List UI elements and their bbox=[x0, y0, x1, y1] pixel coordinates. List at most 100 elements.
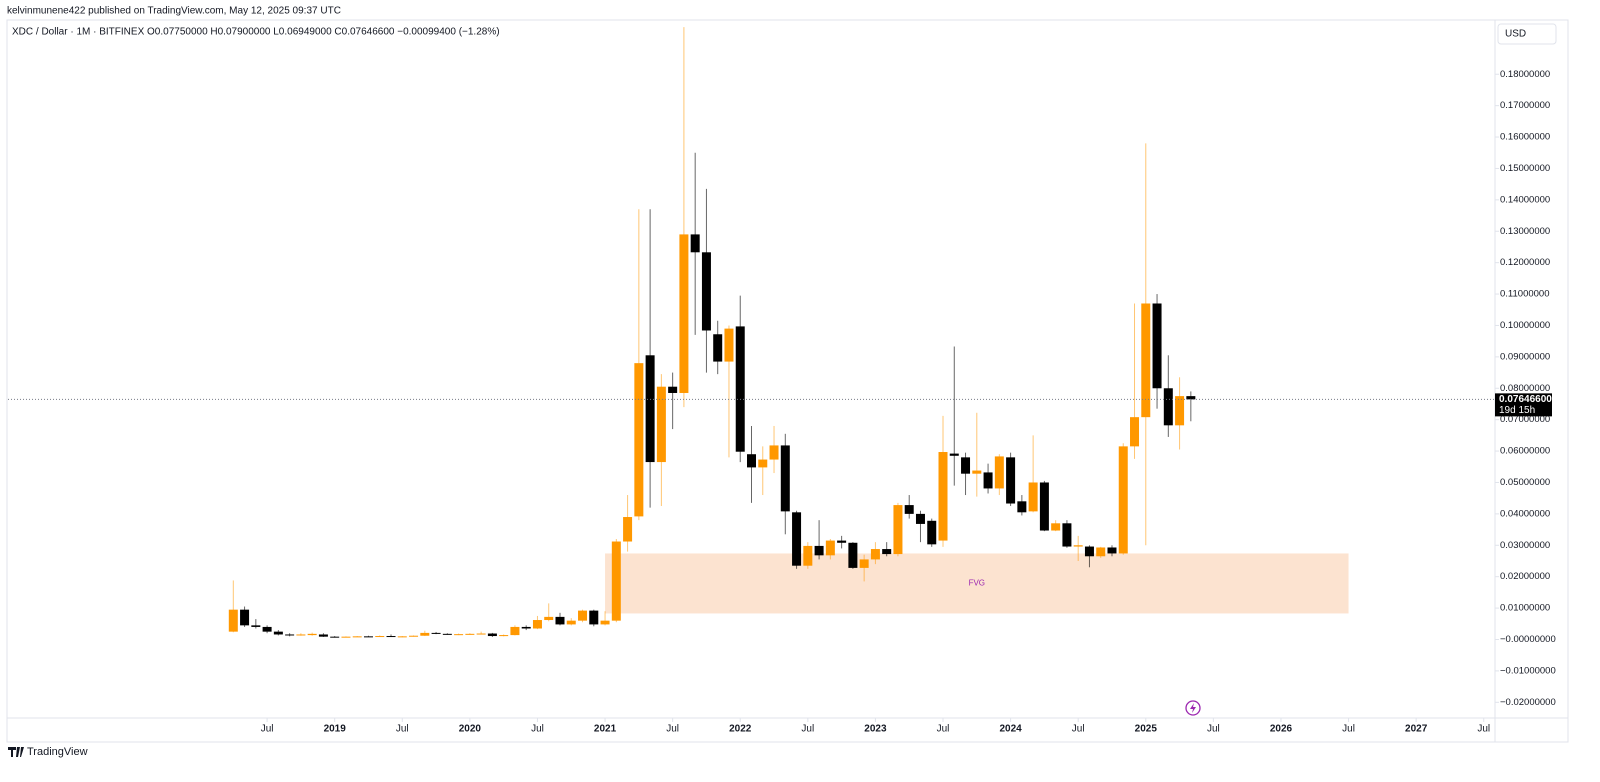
candle-body bbox=[487, 633, 497, 637]
y-tick-label: 0.05000000 bbox=[1500, 477, 1550, 488]
candle-body bbox=[397, 636, 407, 638]
candle-body bbox=[803, 545, 813, 566]
candle-body bbox=[600, 620, 610, 625]
candle-body bbox=[251, 625, 261, 627]
candle-body bbox=[1006, 457, 1016, 504]
y-tick-label: 0.15000000 bbox=[1500, 163, 1550, 174]
x-tick-label: Jul bbox=[531, 724, 544, 735]
candle-body bbox=[724, 328, 734, 362]
y-tick-label: 0.03000000 bbox=[1500, 540, 1550, 551]
candle-body bbox=[814, 545, 824, 556]
candle-body bbox=[262, 626, 272, 632]
candle-body bbox=[285, 634, 295, 636]
y-tick-label: 0.14000000 bbox=[1500, 194, 1550, 205]
candle-body bbox=[994, 456, 1004, 489]
tv-brand: TradingView bbox=[27, 746, 88, 758]
candle-body bbox=[634, 363, 644, 517]
candle-body bbox=[1107, 547, 1117, 554]
candle-body bbox=[1175, 396, 1185, 426]
y-tick-label: 0.12000000 bbox=[1500, 257, 1550, 268]
candle-body bbox=[532, 620, 542, 629]
x-tick-label: 2023 bbox=[864, 724, 887, 735]
y-tick-label: 0.13000000 bbox=[1500, 226, 1550, 237]
candle-body bbox=[656, 386, 666, 463]
candle-body bbox=[1062, 523, 1072, 547]
candle-body bbox=[307, 633, 317, 636]
currency-button[interactable] bbox=[1497, 23, 1557, 45]
candle-body bbox=[409, 635, 419, 637]
published-note: kelvinmunene422 published on TradingView… bbox=[7, 6, 341, 17]
y-tick-label: 0.08000000 bbox=[1500, 383, 1550, 394]
candle-body bbox=[780, 445, 790, 512]
y-tick-label: 0.02000000 bbox=[1500, 571, 1550, 582]
candle-body bbox=[566, 620, 576, 625]
candle-body bbox=[825, 540, 835, 556]
candle-body bbox=[690, 234, 700, 253]
candle-body bbox=[454, 634, 464, 636]
candle-body bbox=[893, 505, 903, 555]
candle-body bbox=[420, 632, 430, 636]
x-tick-label: Jul bbox=[1477, 724, 1490, 735]
x-tick-label: 2027 bbox=[1405, 724, 1428, 735]
last-price-box bbox=[1495, 393, 1552, 417]
y-tick-label: 0.18000000 bbox=[1500, 69, 1550, 80]
candle-body bbox=[1017, 501, 1027, 513]
candle-body bbox=[363, 636, 373, 638]
x-tick-label: Jul bbox=[1072, 724, 1085, 735]
candle-body bbox=[1118, 446, 1128, 554]
candle-body bbox=[915, 513, 925, 524]
y-tick-label: −0.01000000 bbox=[1500, 665, 1556, 676]
chart-frame bbox=[6, 19, 1569, 743]
x-tick-label: 2021 bbox=[594, 724, 617, 735]
tv-logo bbox=[8, 747, 24, 757]
candle-body bbox=[668, 386, 678, 393]
candle-body bbox=[341, 636, 351, 638]
y-tick-label: 0.04000000 bbox=[1500, 508, 1550, 519]
candle-body bbox=[589, 610, 599, 625]
candle-body bbox=[1028, 482, 1038, 512]
currency-label[interactable]: USD bbox=[1505, 29, 1526, 40]
y-tick-label: 0.16000000 bbox=[1500, 132, 1550, 143]
plot bbox=[228, 27, 1349, 638]
x-tick-label: Jul bbox=[937, 724, 950, 735]
candle-body bbox=[713, 334, 723, 362]
candle-body bbox=[735, 326, 745, 452]
y-tick-label: 0.09000000 bbox=[1500, 351, 1550, 362]
candle-body bbox=[623, 517, 633, 542]
candle-body bbox=[769, 445, 779, 460]
event-icon[interactable] bbox=[1185, 700, 1201, 716]
candle-body bbox=[1163, 388, 1173, 426]
candle-body bbox=[1051, 523, 1061, 531]
candle-body bbox=[1096, 547, 1106, 557]
candle-body bbox=[318, 634, 328, 637]
candle-body bbox=[848, 542, 858, 568]
candle-body bbox=[645, 355, 655, 463]
candle-body bbox=[273, 631, 283, 635]
candle-body bbox=[296, 634, 306, 636]
candle-body bbox=[1152, 303, 1162, 389]
candle-body bbox=[1186, 396, 1196, 400]
x-tick-label: 2020 bbox=[459, 724, 482, 735]
candle-body bbox=[1073, 545, 1083, 547]
candle-body bbox=[927, 520, 937, 545]
candle-body bbox=[431, 632, 441, 634]
candle-body bbox=[870, 549, 880, 560]
symbol-info: XDC / Dollar · 1M · BITFINEX O0.07750000… bbox=[12, 27, 500, 38]
x-tick-label: Jul bbox=[261, 724, 274, 735]
y-tick-label: −0.02000000 bbox=[1500, 697, 1556, 708]
candle-body bbox=[442, 633, 452, 635]
candle-body bbox=[521, 626, 531, 629]
candle-body bbox=[499, 635, 509, 637]
y-tick-label: 0.17000000 bbox=[1500, 100, 1550, 111]
x-tick-label: 2026 bbox=[1270, 724, 1293, 735]
x-tick-label: Jul bbox=[396, 724, 409, 735]
candle-body bbox=[679, 234, 689, 393]
y-tick-label: 0.10000000 bbox=[1500, 320, 1550, 331]
candle-body bbox=[476, 633, 486, 635]
x-tick-label: Jul bbox=[666, 724, 679, 735]
candle-body bbox=[611, 541, 621, 621]
x-tick-label: 2022 bbox=[729, 724, 752, 735]
